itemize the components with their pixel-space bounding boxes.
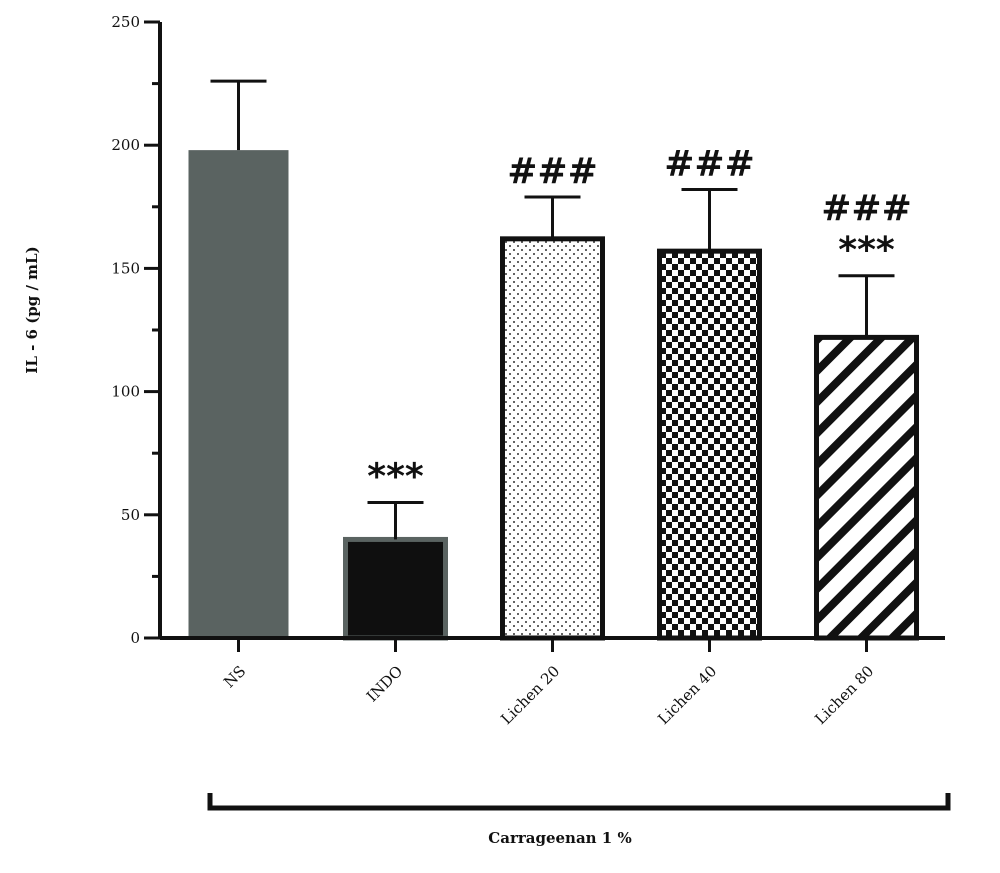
- bar-lichen-80: [814, 334, 919, 641]
- y-axis: 0 50 100 150 200 250: [111, 13, 162, 647]
- y-axis-title: IL - 6 (pg / mL): [23, 246, 41, 373]
- y-tick-label: 100: [111, 383, 140, 401]
- bar-lichen-20: [500, 236, 605, 641]
- bar-lichen-40: [657, 248, 762, 641]
- x-tick-label: INDO: [363, 662, 406, 705]
- x-axis: NS INDO Lichen 20 Lichen 40 Lichen 80: [160, 636, 945, 728]
- y-tick-label: 150: [111, 259, 140, 277]
- bar-indo: [343, 536, 448, 641]
- significance-marker: ###: [664, 144, 755, 185]
- bars-group: ***### ###***###: [188, 79, 919, 641]
- y-tick-label: 250: [111, 13, 140, 31]
- y-tick-label: 0: [130, 629, 140, 647]
- bracket-line: [207, 793, 951, 811]
- x-tick-label: Lichen 20: [497, 662, 563, 728]
- group-bracket-label: Carrageenan 1 %: [488, 829, 631, 847]
- significance-marker: ###: [507, 151, 598, 192]
- y-tick-label: 50: [121, 506, 140, 524]
- y-tick-label: 200: [111, 136, 140, 154]
- significance-marker: ***: [367, 456, 424, 497]
- x-tick-label: NS: [220, 662, 249, 691]
- significance-marker: ###: [821, 188, 912, 229]
- bar-ns: [188, 150, 289, 639]
- x-tick-label: Lichen 80: [811, 662, 877, 728]
- group-bracket: [207, 793, 951, 811]
- significance-marker: ***: [838, 230, 895, 271]
- x-tick-label: Lichen 40: [654, 662, 720, 728]
